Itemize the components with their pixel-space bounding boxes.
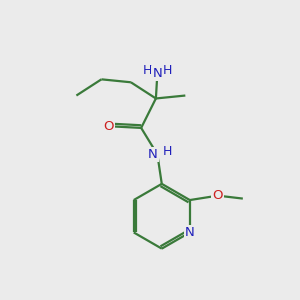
Text: H: H bbox=[163, 64, 172, 77]
Text: N: N bbox=[185, 226, 195, 239]
Text: H: H bbox=[142, 64, 152, 77]
Text: H: H bbox=[163, 145, 172, 158]
Text: O: O bbox=[212, 189, 223, 202]
Text: N: N bbox=[148, 148, 158, 161]
Text: O: O bbox=[103, 120, 114, 133]
Text: N: N bbox=[152, 67, 162, 80]
